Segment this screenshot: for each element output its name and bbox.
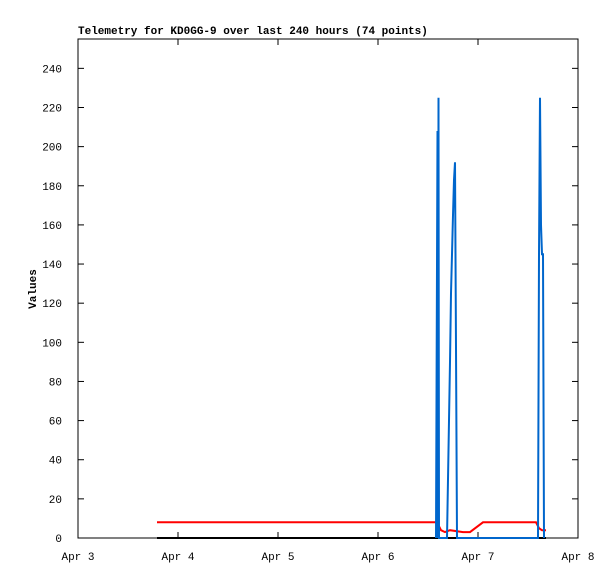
y-tick-label: 0	[55, 534, 62, 546]
chart-title: Telemetry for KD0GG-9 over last 240 hour…	[78, 26, 428, 38]
x-tick-label: Apr 7	[461, 552, 494, 564]
y-tick-label: 240	[42, 64, 62, 76]
y-tick-label: 80	[49, 377, 62, 389]
y-tick-label: 40	[49, 456, 62, 468]
y-axis-label: Values	[28, 269, 40, 309]
x-tick-label: Apr 8	[561, 552, 594, 564]
y-tick-label: 140	[42, 260, 62, 272]
y-tick-label: 220	[42, 103, 62, 115]
x-tick-label: Apr 5	[261, 552, 294, 564]
series-line	[157, 521, 546, 534]
y-tick-label: 200	[42, 143, 62, 155]
y-tick-label: 20	[49, 495, 62, 507]
y-tick-label: 120	[42, 299, 62, 311]
x-tick-label: Apr 3	[61, 552, 94, 564]
x-tick-label: Apr 6	[361, 552, 394, 564]
series-line	[435, 97, 545, 539]
y-tick-label: 160	[42, 221, 62, 233]
y-tick-label: 180	[42, 182, 62, 194]
x-tick-label: Apr 4	[161, 552, 194, 564]
y-tick-label: 60	[49, 417, 62, 429]
y-tick-label: 100	[42, 338, 62, 350]
